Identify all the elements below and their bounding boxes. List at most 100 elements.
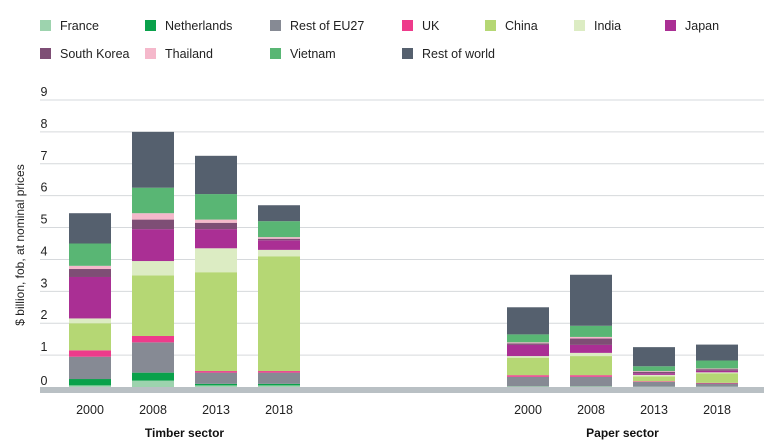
group-label: Timber sector [145, 426, 224, 440]
group-label: Paper sector [586, 426, 659, 440]
bar-segment [258, 385, 300, 387]
y-tick-label: 5 [41, 213, 48, 227]
bar-segment [69, 323, 111, 351]
x-category-label: 2008 [139, 403, 167, 417]
y-tick-label: 1 [41, 340, 48, 354]
bar-segment [570, 325, 612, 337]
bar-segment [633, 381, 675, 382]
bar-segment [696, 368, 738, 370]
bar-segment [507, 357, 549, 376]
y-tick-label: 8 [41, 117, 48, 131]
bar-segment [69, 379, 111, 386]
x-category-label: 2013 [640, 403, 668, 417]
legend-label: Rest of world [422, 47, 495, 61]
bar-segment [258, 237, 300, 239]
bar-segment [69, 265, 111, 270]
bar-segment [633, 373, 675, 375]
bar-segment [195, 372, 237, 384]
bar-segment [507, 375, 549, 377]
bars [69, 131, 738, 387]
y-tick-label: 4 [41, 244, 48, 258]
legend: France Netherlands Rest of EU27 UK China Indi… [40, 19, 719, 61]
legend-swatch [40, 48, 51, 59]
bar-segment [69, 385, 111, 387]
bar-segment [507, 342, 549, 344]
legend-label: China [505, 19, 538, 33]
baseline-band [40, 387, 764, 393]
legend-label: Rest of EU27 [290, 19, 364, 33]
bar-segment [132, 275, 174, 336]
legend-swatch [574, 20, 585, 31]
bar-segment [195, 371, 237, 373]
bar-segment [195, 219, 237, 223]
bar-segment [132, 213, 174, 220]
bar-segment [132, 372, 174, 381]
bar-segment [132, 342, 174, 373]
legend-swatch [145, 48, 156, 59]
y-tick-label: 6 [41, 181, 48, 195]
bar-segment [507, 344, 549, 357]
legend-label: South Korea [60, 47, 130, 61]
bar-segment [69, 276, 111, 319]
bar-segment [132, 335, 174, 343]
bar-segment [696, 382, 738, 384]
bar-segment [195, 222, 237, 230]
legend-label: Vietnam [290, 47, 336, 61]
legend-swatch [485, 20, 496, 31]
y-tick-label: 2 [41, 308, 48, 322]
bar-segment [258, 205, 300, 222]
bar-segment [633, 376, 675, 382]
bar-segment [69, 243, 111, 266]
legend-swatch [665, 20, 676, 31]
bar-segment [258, 221, 300, 238]
legend-label: Netherlands [165, 19, 232, 33]
bar-segment [258, 372, 300, 384]
bar-segment [132, 131, 174, 188]
bar-segment [570, 338, 612, 345]
bar-segment [570, 274, 612, 326]
legend-swatch [40, 20, 51, 31]
bar-segment [195, 383, 237, 386]
bar-segment [507, 356, 549, 358]
bar-segment [696, 369, 738, 371]
bar-segment [69, 318, 111, 324]
group-labels: Timber sector Paper sector [145, 426, 659, 440]
x-axis-categories: 2000 2008 2013 2018 2000 2008 2013 2018 [76, 403, 731, 417]
bar-segment [258, 371, 300, 373]
bar-segment [570, 376, 612, 387]
legend-swatch [270, 20, 281, 31]
legend-swatch [402, 48, 413, 59]
bar-segment [195, 248, 237, 273]
x-category-label: 2013 [202, 403, 230, 417]
bar-segment [258, 238, 300, 241]
bar-segment [696, 372, 738, 374]
bar-segment [258, 240, 300, 250]
bar-segment [258, 249, 300, 257]
bar-segment [633, 381, 675, 387]
bar-segment [696, 383, 738, 387]
bar-segment [570, 375, 612, 377]
bar-segment [570, 386, 612, 387]
bar-segment [132, 229, 174, 262]
x-category-label: 2000 [76, 403, 104, 417]
bar-segment [570, 352, 612, 357]
x-category-label: 2000 [514, 403, 542, 417]
bar-segment [696, 373, 738, 383]
bar-segment [570, 356, 612, 376]
bar-segment [633, 371, 675, 372]
y-tick-label: 3 [41, 276, 48, 290]
x-category-label: 2008 [577, 403, 605, 417]
legend-label: Japan [685, 19, 719, 33]
bar-segment [507, 343, 549, 345]
bar-segment [69, 213, 111, 244]
bar-segment [633, 371, 675, 374]
bar-segment [696, 370, 738, 373]
bar-segment [132, 380, 174, 387]
legend-label: Thailand [165, 47, 213, 61]
bar-segment [570, 344, 612, 353]
bar-segment [258, 256, 300, 372]
y-tick-label: 7 [41, 149, 48, 163]
bar-segment [507, 334, 549, 343]
x-category-label: 2018 [703, 403, 731, 417]
